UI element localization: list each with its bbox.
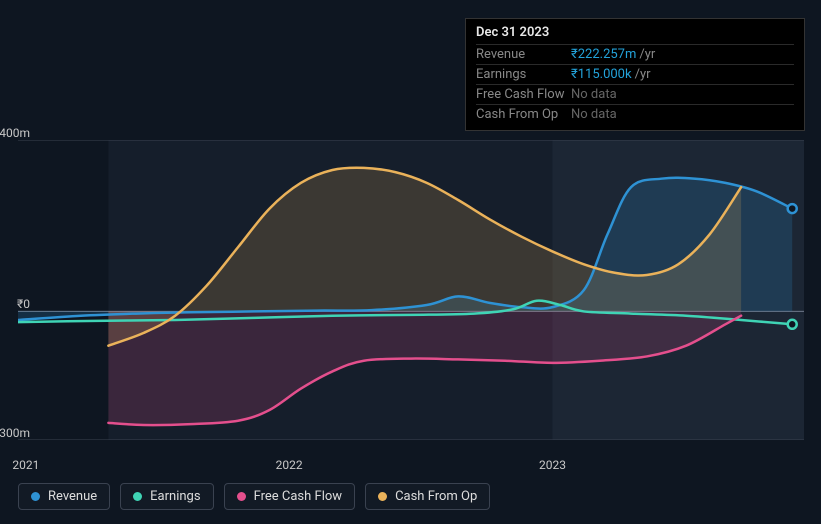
tooltip-rows: Revenue₹222.257m/yrEarnings₹115.000k/yrF… xyxy=(476,44,794,124)
end-marker xyxy=(788,320,797,329)
legend-label: Revenue xyxy=(48,489,97,504)
tooltip-row: Earnings₹115.000k/yr xyxy=(476,64,794,84)
legend-swatch xyxy=(31,492,40,501)
legend-item-cash_from_op[interactable]: Cash From Op xyxy=(365,483,490,510)
legend-label: Cash From Op xyxy=(395,489,477,504)
x-tick-label: 2023 xyxy=(539,458,566,472)
tooltip-value-nodata: No data xyxy=(571,87,617,102)
legend-label: Free Cash Flow xyxy=(254,489,342,504)
tooltip-box: Dec 31 2023 Revenue₹222.257m/yrEarnings₹… xyxy=(465,18,805,131)
legend-swatch xyxy=(133,492,142,501)
tooltip-row-label: Cash From Op xyxy=(476,107,571,122)
legend-item-free_cash_flow[interactable]: Free Cash Flow xyxy=(224,483,355,510)
tooltip-row-label: Revenue xyxy=(476,47,571,62)
tooltip-row-label: Free Cash Flow xyxy=(476,87,571,102)
tooltip-row: Cash From OpNo data xyxy=(476,104,794,124)
x-tick-label: 2022 xyxy=(276,458,303,472)
y-tick-label: ₹400m xyxy=(0,126,30,140)
tooltip-row: Free Cash FlowNo data xyxy=(476,84,794,104)
tooltip-row-value: ₹115.000k/yr xyxy=(571,67,794,82)
x-tick-label: 2021 xyxy=(12,458,39,472)
tooltip-value-unit: /yr xyxy=(635,67,651,82)
chart-container: Dec 31 2023 Revenue₹222.257m/yrEarnings₹… xyxy=(0,0,821,524)
legend-swatch xyxy=(378,492,387,501)
legend-item-revenue[interactable]: Revenue xyxy=(18,483,110,510)
tooltip-value-nodata: No data xyxy=(571,107,617,122)
tooltip-row-value: ₹222.257m/yr xyxy=(571,47,794,62)
chart-area: ₹400m₹0-₹300m 202120222023 Past xyxy=(18,140,804,440)
tooltip-row-value: No data xyxy=(571,107,794,122)
legend-swatch xyxy=(237,492,246,501)
end-marker xyxy=(788,204,797,213)
tooltip-date: Dec 31 2023 xyxy=(476,25,794,40)
tooltip-row: Revenue₹222.257m/yr xyxy=(476,44,794,64)
tooltip-value-unit: /yr xyxy=(639,47,655,62)
legend-item-earnings[interactable]: Earnings xyxy=(120,483,213,510)
legend: Revenue Earnings Free Cash Flow Cash From O… xyxy=(18,483,490,510)
tooltip-value-amount: ₹222.257m xyxy=(571,47,636,62)
tooltip-row-label: Earnings xyxy=(476,67,571,82)
plot-svg[interactable] xyxy=(18,140,804,440)
tooltip-row-value: No data xyxy=(571,87,794,102)
tooltip-value-amount: ₹115.000k xyxy=(571,67,632,82)
legend-label: Earnings xyxy=(150,489,200,504)
